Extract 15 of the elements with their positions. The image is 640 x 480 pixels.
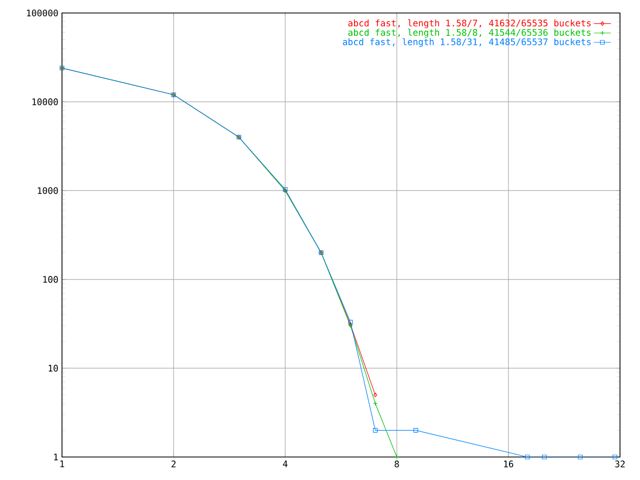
y-tick-label: 10000	[32, 98, 58, 106]
y-tick-label: 100000	[27, 10, 58, 16]
x-tick-label: 32	[615, 460, 625, 468]
x-tick-label: 1	[60, 460, 64, 468]
x-tick-label: 2	[172, 460, 176, 468]
legend-label: abcd fast, length 1.58/31, 41485/65537 buckets	[342, 38, 591, 48]
x-tick-label: 16	[504, 460, 514, 468]
x-tick-label: 8	[394, 460, 399, 468]
y-tick-label: 1	[54, 454, 58, 460]
y-tick-label: 1000	[38, 187, 58, 194]
legend-label: abcd fast, length 1.58/7, 41632/65535 buckets	[348, 19, 591, 28]
x-tick-label: 4	[282, 460, 288, 468]
legend-label: abcd fast, length 1.58/8, 41544/65536 buckets	[348, 28, 591, 38]
y-tick-label: 10	[48, 364, 58, 372]
y-tick-label: 100	[43, 276, 58, 283]
